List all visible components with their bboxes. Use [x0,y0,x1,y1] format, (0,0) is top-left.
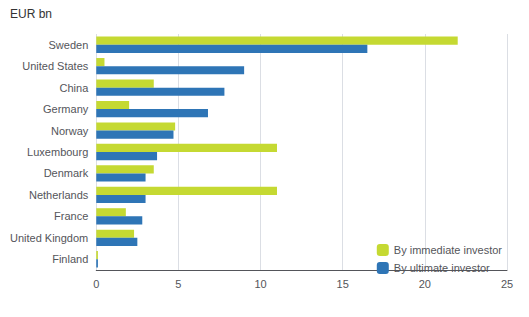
svg-text:Germany: Germany [43,103,89,115]
svg-text:United States: United States [22,60,89,72]
svg-text:EUR bn: EUR bn [10,7,52,21]
svg-text:China: China [60,82,90,94]
svg-text:20: 20 [419,278,431,290]
svg-text:5: 5 [175,278,181,290]
svg-text:10: 10 [254,278,266,290]
svg-text:25: 25 [501,278,513,290]
svg-text:By immediate investor: By immediate investor [394,244,503,256]
svg-text:Sweden: Sweden [49,39,89,51]
svg-text:0: 0 [93,278,99,290]
svg-text:France: France [54,210,88,222]
svg-text:By ultimate investor: By ultimate investor [394,262,490,274]
svg-text:United Kingdom: United Kingdom [10,232,88,244]
svg-text:Luxembourg: Luxembourg [27,146,88,158]
svg-text:Norway: Norway [51,125,89,137]
svg-text:15: 15 [337,278,349,290]
svg-text:Finland: Finland [52,253,88,265]
svg-text:Netherlands: Netherlands [29,189,89,201]
svg-text:Denmark: Denmark [44,167,89,179]
